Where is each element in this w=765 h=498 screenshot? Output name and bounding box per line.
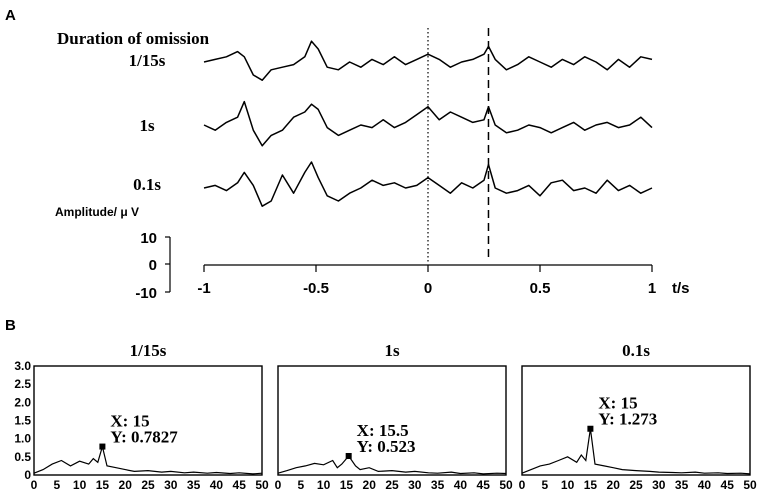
- spectrum-frame: [277, 365, 507, 476]
- panel-a: Duration of omission 1/15s 1s 0.1s Ampli…: [55, 28, 690, 302]
- trace-1: [203, 40, 653, 81]
- spectrum-x-tick-label: 5: [53, 478, 60, 492]
- spectrum-line: [277, 455, 507, 475]
- trace-label-1: 1/15s: [129, 51, 166, 70]
- spectrum-x-tick-label: 45: [233, 478, 247, 492]
- spectrum-x-tick-label: 30: [652, 478, 666, 492]
- amplitude-label: Amplitude/ μ V: [55, 205, 139, 219]
- spectrum-x-tick-label: 10: [73, 478, 87, 492]
- spectrum-x-tick-label: 20: [119, 478, 133, 492]
- time-axis-ticks: -1 -0.5 0 0.5 1: [197, 265, 656, 297]
- spectrum-x-tick-label: 5: [541, 478, 548, 492]
- peak-y-readout: Y: 0.523: [357, 437, 416, 456]
- panel-a-heading: Duration of omission: [57, 29, 210, 48]
- spectrum-x-tick-label: 25: [385, 478, 399, 492]
- spectrum-y-tick-label: 2.0: [14, 395, 31, 409]
- spectrum-x-tick-label: 20: [363, 478, 377, 492]
- spectrum-x-tick-label: 20: [607, 478, 621, 492]
- spectrum-x-tick-label: 0: [275, 478, 282, 492]
- traces: [203, 40, 653, 207]
- event-markers: [427, 28, 490, 262]
- spectrum-x-tick-label: 50: [743, 478, 757, 492]
- time-tick-label: 0: [424, 280, 432, 297]
- spectrum-x-tick-label: 30: [164, 478, 178, 492]
- spectrum-x-tick-label: 25: [629, 478, 643, 492]
- spectrum-x-tick-label: 50: [255, 478, 269, 492]
- spectrum-line: [521, 428, 751, 475]
- spectrum-y-tick-label: 1.0: [14, 432, 31, 446]
- spectrum-x-tick-label: 50: [499, 478, 513, 492]
- spectrum-x-tick-label: 40: [210, 478, 224, 492]
- spectrum-2: 1s 0 5 10 15 20 25 30 35 40 45 50 X: 15.5Y: 0.523: [275, 341, 513, 492]
- trace-label-2: 1s: [139, 116, 155, 135]
- time-tick-label: -1: [197, 280, 210, 297]
- peak-marker: [587, 425, 594, 432]
- peak-x-readout: X: 15.5: [357, 421, 409, 440]
- spectrum-x-tick-label: 35: [675, 478, 689, 492]
- spectrum-x-tick-label: 0: [519, 478, 526, 492]
- spectrum-x-tick-label: 10: [317, 478, 331, 492]
- spectrum-x-tick-label: 10: [561, 478, 575, 492]
- time-axis-label: t/s: [672, 280, 690, 297]
- scale-label-top: 10: [140, 230, 157, 247]
- spectrum-title: 0.1s: [622, 341, 650, 360]
- spectrum-y-tick-label: 2.5: [14, 377, 31, 391]
- spectrum-y-tick-label: 1.5: [14, 414, 31, 428]
- spectrum-x-tick-label: 15: [340, 478, 354, 492]
- spectrum-3: 0.1s 0 5 10 15 20 25 30 35 40 45 50 X: 15Y: 1.273: [519, 341, 757, 492]
- spectrum-title: 1/15s: [130, 341, 167, 360]
- trace-3: [203, 161, 653, 207]
- peak-x-readout: X: 15: [110, 412, 149, 431]
- scale-label-mid: 0: [149, 257, 157, 274]
- spectrum-title: 1s: [384, 341, 400, 360]
- time-tick-label: 0.5: [530, 280, 551, 297]
- spectrum-x-tick-label: 15: [584, 478, 598, 492]
- spectrum-y-tick-label: 0.5: [14, 450, 31, 464]
- spectrum-x-tick-label: 40: [454, 478, 468, 492]
- peak-marker: [99, 443, 106, 450]
- spectrum-x-tick-label: 35: [187, 478, 201, 492]
- spectrum-y-tick-label: 3.0: [14, 359, 31, 373]
- spectrum-frame: [521, 365, 751, 476]
- spectrum-x-tick-label: 40: [698, 478, 712, 492]
- spectrum-x-tick-label: 0: [31, 478, 38, 492]
- spectrum-line: [33, 444, 263, 475]
- spectrum-x-tick-label: 25: [141, 478, 155, 492]
- panel-label-a: A: [5, 7, 16, 24]
- peak-x-readout: X: 15: [598, 394, 637, 413]
- trace-label-3: 0.1s: [133, 175, 161, 194]
- panel-label-b: B: [5, 317, 16, 334]
- trace-2: [203, 100, 653, 147]
- peak-y-readout: Y: 1.273: [598, 410, 657, 429]
- spectrum-x-tick-label: 35: [431, 478, 445, 492]
- time-tick-label: 1: [648, 280, 656, 297]
- spectrum-x-tick-label: 45: [477, 478, 491, 492]
- scale-label-bottom: -10: [135, 285, 157, 302]
- spectrum-x-tick-label: 15: [96, 478, 110, 492]
- spectrum-x-tick-label: 5: [297, 478, 304, 492]
- time-tick-label: -0.5: [303, 280, 329, 297]
- peak-marker: [345, 452, 352, 459]
- spectrum-y-tick-label: 0: [24, 468, 31, 482]
- spectrum-x-tick-label: 30: [408, 478, 422, 492]
- peak-y-readout: Y: 0.7827: [110, 428, 178, 447]
- spectrum-frame: [33, 365, 263, 476]
- spectrum-x-tick-label: 45: [721, 478, 735, 492]
